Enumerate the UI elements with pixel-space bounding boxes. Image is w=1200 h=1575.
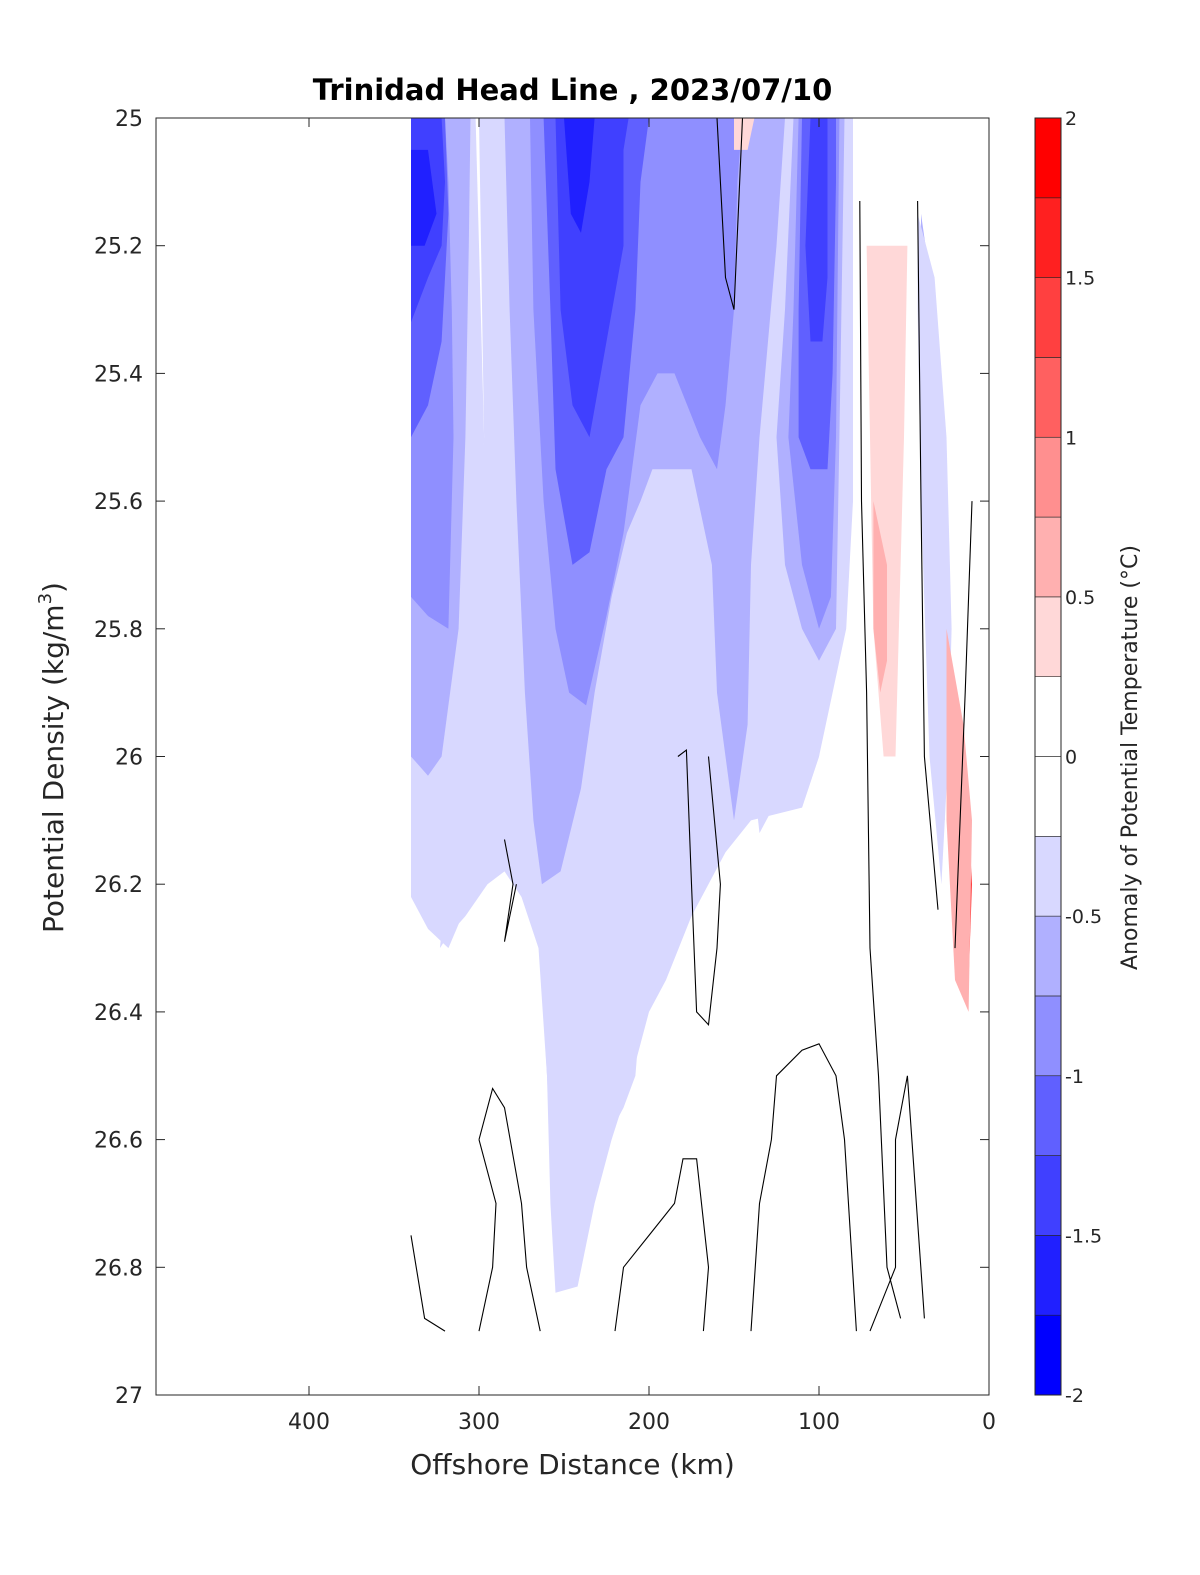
anomaly-bright-blue-left xyxy=(411,149,437,246)
colorbar-tick-label: 0 xyxy=(1065,747,1077,769)
y-axis-title: Potential Density (kg/m3) xyxy=(35,582,70,933)
y-tick-label: 26.8 xyxy=(94,1256,143,1281)
anomaly-pink-top xyxy=(734,118,755,150)
colorbar-level xyxy=(1034,836,1062,917)
colorbar-level xyxy=(1034,516,1062,598)
colorbar-level xyxy=(1034,596,1062,677)
x-tick-label: 100 xyxy=(798,1410,840,1435)
zero-contour-line-1 xyxy=(859,200,902,1319)
x-tick-label: 300 xyxy=(458,1410,500,1435)
zero-contour-line-2 xyxy=(917,200,939,910)
colorbar-level xyxy=(1034,915,1062,997)
y-tick-label: 25.6 xyxy=(94,490,143,515)
zero-contour-line-9 xyxy=(614,1158,710,1332)
colorbar-tick-label: -2 xyxy=(1065,1385,1084,1407)
zero-contour-line-3 xyxy=(954,501,973,949)
zero-contour-lines xyxy=(410,117,973,1332)
colorbar-tick-label: -1.5 xyxy=(1065,1225,1102,1247)
y-tick-label: 25.4 xyxy=(94,362,143,387)
zero-contour-line-7 xyxy=(410,1235,446,1332)
y-tick-label: 26.2 xyxy=(94,873,143,898)
colorbar-ticks: -2 -1.5 -1 -0.5 0 0.5 1 1.5 2 xyxy=(1065,108,1102,1407)
y-tick-label: 25.2 xyxy=(94,235,143,260)
colorbar-level xyxy=(1034,995,1062,1077)
colorbar-level xyxy=(1034,277,1062,358)
colorbar-tick-label: 1.5 xyxy=(1065,268,1095,290)
x-tick-label: 400 xyxy=(288,1410,330,1435)
colorbar xyxy=(1034,117,1062,1396)
zero-contour-line-4 xyxy=(503,839,517,942)
y-tick-label: 26 xyxy=(115,746,143,771)
colorbar-level xyxy=(1034,1155,1062,1236)
colorbar-level xyxy=(1034,117,1062,199)
contour-fills xyxy=(411,118,972,1293)
zero-contour-line-11 xyxy=(869,1075,925,1332)
colorbar-tick-label: 2 xyxy=(1065,108,1077,130)
anomaly-bright-blue-center xyxy=(564,118,595,233)
x-axis-title: Offshore Distance (km) xyxy=(410,1448,735,1481)
chart-title: Trinidad Head Line , 2023/07/10 xyxy=(313,73,833,107)
colorbar-tick-label: 1 xyxy=(1065,427,1077,449)
anomaly-rose-nearshore xyxy=(873,501,887,693)
x-tick-label: 200 xyxy=(628,1410,670,1435)
y-axis-title-superscript: 3 xyxy=(35,593,56,604)
y-tick-label: 25 xyxy=(115,107,143,132)
zero-contour-line-0 xyxy=(716,117,744,310)
colorbar-level xyxy=(1034,1075,1062,1156)
y-axis-ticks: 25 25.2 25.4 25.6 25.8 26 26.2 26.4 26.6 26.8 27 xyxy=(94,107,989,1409)
colorbar-level xyxy=(1034,676,1062,757)
colorbar-tick-label: -1 xyxy=(1065,1066,1084,1088)
y-tick-label: 27 xyxy=(115,1384,143,1409)
zero-contour-line-5 xyxy=(677,749,721,1026)
colorbar-tick-label: -0.5 xyxy=(1065,906,1102,928)
colorbar-frame xyxy=(1034,117,1062,1396)
colorbar-level xyxy=(1034,197,1062,278)
zero-contour-line-8 xyxy=(478,1139,497,1332)
colorbar-level xyxy=(1034,1235,1062,1316)
colorbar-level xyxy=(1034,1314,1062,1396)
anomaly-pink-nearshore xyxy=(866,245,908,757)
anomaly-deepblue-right xyxy=(805,118,828,342)
colorbar-level xyxy=(1034,436,1062,518)
anomaly-lightred-coast xyxy=(946,628,972,1012)
colorbar-level xyxy=(1034,756,1062,837)
x-axis-ticks: 400 300 200 100 0 xyxy=(288,118,996,1435)
colorbar-level xyxy=(1034,357,1062,438)
y-tick-label: 26.6 xyxy=(94,1129,143,1154)
x-tick-label: 0 xyxy=(982,1410,996,1435)
colorbar-title: Anomaly of Potential Temperature (°C) xyxy=(1118,545,1143,970)
y-axis-title-close: ) xyxy=(37,582,70,593)
colorbar-tick-label: 0.5 xyxy=(1065,587,1095,609)
anomaly-lightblue-nearshore xyxy=(917,213,952,885)
y-tick-label: 26.4 xyxy=(94,1001,143,1026)
y-tick-label: 25.8 xyxy=(94,618,143,643)
y-axis-title-main: Potential Density (kg/m xyxy=(37,604,70,933)
zero-contour-line-10 xyxy=(750,1043,857,1332)
zero-contour-line-6 xyxy=(478,1087,541,1332)
